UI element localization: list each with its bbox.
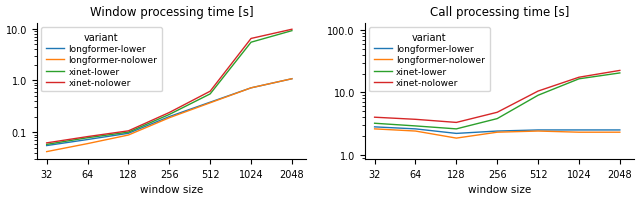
longformer-lower <box>247 87 255 90</box>
xinet-lower <box>84 137 92 139</box>
longformer-lower <box>206 101 214 104</box>
xinet-nolower <box>206 91 214 93</box>
Legend: longformer-lower, longformer-nolower, xinet-lower, xinet-nolower: longformer-lower, longformer-nolower, xi… <box>41 28 162 92</box>
longformer-nolower <box>166 117 173 119</box>
xinet-nolower <box>371 116 378 119</box>
xinet-lower <box>125 131 132 134</box>
xinet-nolower <box>125 130 132 132</box>
xinet-lower <box>166 114 173 116</box>
xinet-lower <box>247 42 255 44</box>
xinet-nolower <box>43 142 51 144</box>
xinet-lower <box>575 78 583 81</box>
longformer-lower <box>412 128 419 130</box>
xinet-lower <box>452 128 460 130</box>
xinet-nolower <box>493 112 501 114</box>
longformer-lower <box>575 129 583 131</box>
xinet-nolower <box>166 112 173 114</box>
X-axis label: window size: window size <box>140 185 203 194</box>
xinet-nolower <box>288 29 296 31</box>
Title: Window processing time [s]: Window processing time [s] <box>90 6 253 18</box>
longformer-nolower <box>452 137 460 140</box>
longformer-nolower <box>371 128 378 130</box>
xinet-lower <box>493 118 501 120</box>
Title: Call processing time [s]: Call processing time [s] <box>429 6 569 18</box>
longformer-lower <box>616 129 623 131</box>
longformer-nolower <box>616 131 623 134</box>
xinet-nolower <box>575 77 583 79</box>
Line: xinet-nolower: xinet-nolower <box>374 71 620 123</box>
longformer-lower <box>371 126 378 128</box>
longformer-lower <box>43 145 51 147</box>
X-axis label: window size: window size <box>468 185 531 194</box>
xinet-nolower <box>247 38 255 40</box>
Legend: longformer-lower, longformer-nolower, xinet-lower, xinet-nolower: longformer-lower, longformer-nolower, xi… <box>369 28 490 92</box>
Line: longformer-lower: longformer-lower <box>47 79 292 146</box>
longformer-nolower <box>534 130 542 133</box>
longformer-nolower <box>247 87 255 90</box>
longformer-lower <box>125 132 132 135</box>
longformer-nolower <box>206 102 214 104</box>
longformer-nolower <box>412 130 419 133</box>
xinet-lower <box>206 93 214 96</box>
longformer-lower <box>288 78 296 81</box>
xinet-lower <box>371 122 378 125</box>
xinet-lower <box>412 125 419 127</box>
Line: longformer-nolower: longformer-nolower <box>47 79 292 152</box>
Line: xinet-lower: xinet-lower <box>374 74 620 129</box>
longformer-lower <box>493 130 501 133</box>
xinet-lower <box>616 72 623 75</box>
xinet-nolower <box>616 70 623 72</box>
longformer-nolower <box>125 134 132 137</box>
Line: longformer-nolower: longformer-nolower <box>374 129 620 138</box>
Line: xinet-nolower: xinet-nolower <box>47 30 292 143</box>
longformer-lower <box>534 129 542 131</box>
longformer-nolower <box>575 131 583 134</box>
xinet-lower <box>534 95 542 97</box>
Line: xinet-lower: xinet-lower <box>47 31 292 145</box>
xinet-lower <box>288 30 296 33</box>
longformer-lower <box>166 116 173 118</box>
longformer-lower <box>84 139 92 141</box>
xinet-nolower <box>412 119 419 121</box>
xinet-nolower <box>534 90 542 93</box>
longformer-nolower <box>493 131 501 134</box>
xinet-lower <box>43 143 51 146</box>
Line: longformer-lower: longformer-lower <box>374 127 620 134</box>
longformer-lower <box>452 133 460 135</box>
longformer-nolower <box>84 143 92 145</box>
longformer-nolower <box>288 78 296 81</box>
xinet-nolower <box>452 122 460 124</box>
xinet-nolower <box>84 136 92 138</box>
longformer-nolower <box>43 151 51 153</box>
